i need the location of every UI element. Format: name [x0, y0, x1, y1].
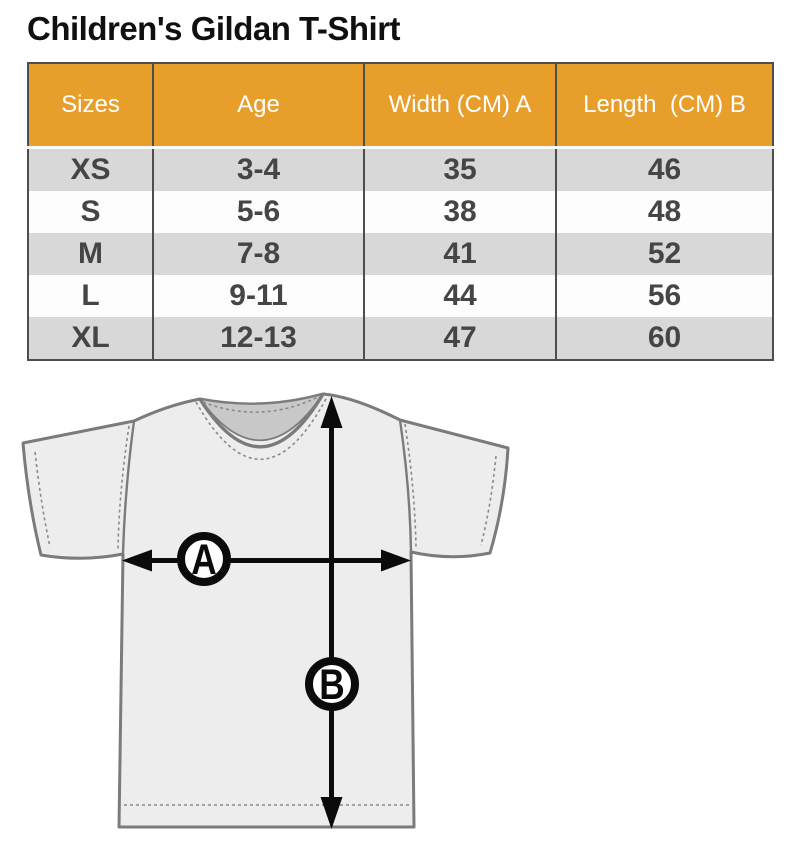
- left-cuff-stitch: [34, 451, 51, 548]
- table-row: XS 3-4 35 46: [28, 147, 773, 191]
- table-row: M 7-8 41 52: [28, 233, 773, 275]
- length-cell: 52: [555, 233, 773, 275]
- table-header-row: Sizes Age Width (CM) A Length (CM) B: [28, 63, 773, 149]
- collar-front-stitch: [195, 396, 328, 461]
- col-header-length: Length (CM) B: [555, 63, 773, 149]
- length-badge-letter: B: [319, 661, 344, 709]
- left-armhole-seam: [121, 420, 136, 554]
- right-armhole-seam: [398, 419, 413, 553]
- size-cell: XL: [28, 317, 153, 360]
- width-cell: 47: [363, 317, 556, 360]
- size-cell: S: [28, 191, 153, 233]
- table-row: XL 12-13 47 60: [28, 317, 773, 360]
- col-header-sizes: Sizes: [28, 63, 153, 149]
- left-armhole-stitch: [117, 425, 130, 550]
- size-table: Sizes Age Width (CM) A Length (CM) B XS …: [27, 62, 774, 361]
- right-armhole-stitch: [404, 423, 417, 550]
- width-cell: 44: [363, 275, 556, 317]
- length-arrow-head-bottom: [320, 797, 343, 829]
- collar-band-edge: [198, 393, 325, 449]
- size-cell: M: [28, 233, 153, 275]
- length-arrow-head-top: [320, 396, 343, 428]
- width-cell: 38: [363, 191, 556, 233]
- width-arrow-head-left: [122, 549, 152, 572]
- age-cell: 12-13: [152, 317, 364, 360]
- length-cell: 46: [555, 147, 773, 191]
- tshirt-measurement-diagram: A B: [21, 392, 510, 829]
- page-title: Children's Gildan T-Shirt: [27, 10, 401, 47]
- col-header-width: Width (CM) A: [363, 63, 556, 149]
- size-cell: XS: [28, 147, 153, 191]
- width-badge-circle: [177, 532, 231, 586]
- col-header-age: Age: [152, 63, 364, 149]
- width-arrow-head-right: [381, 549, 411, 572]
- age-cell: 7-8: [152, 233, 364, 275]
- length-cell: 60: [555, 317, 773, 360]
- width-cell: 35: [363, 147, 556, 191]
- width-badge-letter: A: [191, 536, 216, 584]
- length-cell: 48: [555, 191, 773, 233]
- collar-back-stitch: [202, 395, 321, 413]
- table-row: L 9-11 44 56: [28, 275, 773, 317]
- table-row: S 5-6 38 48: [28, 191, 773, 233]
- age-cell: 5-6: [152, 191, 364, 233]
- width-cell: 41: [363, 233, 556, 275]
- tshirt-outline: [21, 392, 510, 829]
- length-badge-circle: [305, 657, 359, 711]
- size-cell: L: [28, 275, 153, 317]
- age-cell: 3-4: [152, 147, 364, 191]
- age-cell: 9-11: [152, 275, 364, 317]
- length-cell: 56: [555, 275, 773, 317]
